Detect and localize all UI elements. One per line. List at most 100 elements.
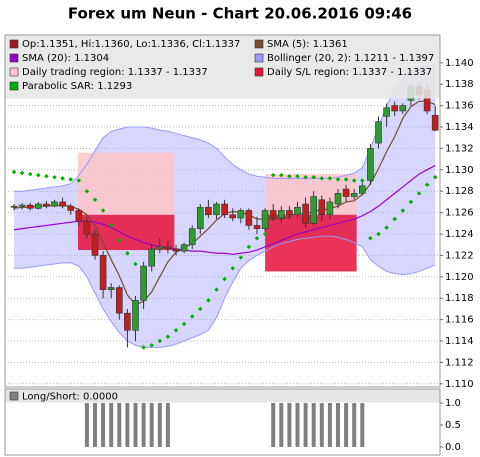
sar-dot <box>319 176 325 181</box>
bar <box>109 402 114 447</box>
band-line <box>14 64 436 192</box>
sar-dot <box>360 178 365 183</box>
bar <box>165 402 170 447</box>
candle-body <box>367 148 374 181</box>
candle-body <box>188 228 196 246</box>
candle-body <box>318 199 326 216</box>
candle-body <box>326 201 334 216</box>
candle-body <box>156 246 164 250</box>
bar <box>279 402 284 447</box>
candle-body <box>43 203 50 207</box>
bar <box>295 402 300 447</box>
y-tick-label: 1.130 <box>445 165 474 176</box>
sar-dot <box>311 175 316 180</box>
candle-body <box>245 210 253 226</box>
sar-dot <box>222 276 227 282</box>
legend-label: Op:1.1351, Hi:1.1360, Lo:1.1336, Cl:1.13… <box>22 39 240 50</box>
sar-dot <box>198 306 203 312</box>
y-tick-label: 1.118 <box>445 293 474 304</box>
chart-title: Forex um Neun - Chart 20.06.2016 09:46 <box>68 5 412 23</box>
band-line <box>14 235 436 348</box>
sar-dot <box>335 177 341 182</box>
candle-body <box>334 193 342 205</box>
sar-dot <box>270 172 276 178</box>
candle-body <box>140 265 147 301</box>
candle-body <box>99 255 107 290</box>
candle-body <box>205 206 212 216</box>
bar <box>157 402 162 447</box>
bar <box>149 402 154 447</box>
candle-body <box>375 121 382 144</box>
legend-swatch <box>9 67 19 77</box>
legend-label: Bollinger (20, 2): 1.1211 - 1.1397 <box>267 53 434 64</box>
sar-dot <box>376 231 381 237</box>
y-tick-label: 1.110 <box>445 379 474 390</box>
legend-swatch <box>254 39 264 49</box>
candle-body <box>302 203 309 224</box>
legend-swatch <box>9 53 19 63</box>
sar-dot <box>52 175 57 180</box>
sar-dot <box>68 177 73 182</box>
candle-body <box>229 214 236 219</box>
candle-body <box>261 210 269 229</box>
candle-body <box>18 204 26 207</box>
candle-body <box>91 233 99 256</box>
bar <box>344 402 349 447</box>
candle-body <box>83 220 91 235</box>
sar-dot <box>36 172 41 178</box>
bar <box>271 402 276 447</box>
bar <box>117 402 122 447</box>
bar <box>319 402 324 447</box>
candle-body <box>277 210 285 219</box>
sar-dot <box>254 236 260 241</box>
candle-body <box>213 203 220 216</box>
bar <box>311 402 316 447</box>
sar-dot <box>279 172 284 178</box>
legend-label: SMA (20): 1.1304 <box>22 53 109 64</box>
candle-body <box>350 193 358 197</box>
legend-swatch <box>9 391 19 401</box>
y-tick-label: 1.116 <box>445 315 474 326</box>
bar <box>287 402 292 447</box>
sar-dot <box>424 182 430 188</box>
y-tick-label: 1.122 <box>445 250 474 261</box>
legend-swatch <box>254 67 264 77</box>
y-tick-label: 1.112 <box>445 357 474 368</box>
bar <box>352 402 357 447</box>
candle-body <box>148 248 155 267</box>
candle-body <box>26 204 34 209</box>
bar <box>141 402 146 447</box>
panel-title: Long/Short: 0.0000 <box>22 392 118 403</box>
candle-body <box>197 206 204 229</box>
candle-body <box>399 105 407 112</box>
candle-body <box>294 206 301 216</box>
candle-body <box>34 203 42 209</box>
sar-dot <box>157 338 163 344</box>
candle-body <box>342 188 350 197</box>
candle-body <box>75 210 83 222</box>
sar-dot <box>141 345 146 350</box>
candle-body <box>67 205 74 211</box>
sar-dot <box>92 197 98 203</box>
sar-dot <box>303 175 308 180</box>
sar-dot <box>173 328 179 333</box>
legend-swatch <box>9 81 19 91</box>
candle-body <box>391 105 399 112</box>
y-tick-label: 1.124 <box>445 229 474 240</box>
legend-label: SMA (5): 1.1361 <box>267 39 348 50</box>
candle-body <box>237 210 245 219</box>
candle-body <box>132 300 139 331</box>
region-box <box>265 214 357 272</box>
bar <box>336 402 340 447</box>
candle-body <box>221 203 228 216</box>
y-tick-label: 1.138 <box>445 79 474 90</box>
sar-dot <box>84 188 90 194</box>
sar-dot <box>343 177 349 182</box>
y-tick-label: 0.0 <box>445 442 461 453</box>
sar-dot <box>368 236 373 241</box>
sar-dot <box>181 321 187 327</box>
bar <box>327 402 332 447</box>
sar-dot <box>100 208 106 213</box>
y-tick-label: 1.134 <box>445 122 474 133</box>
